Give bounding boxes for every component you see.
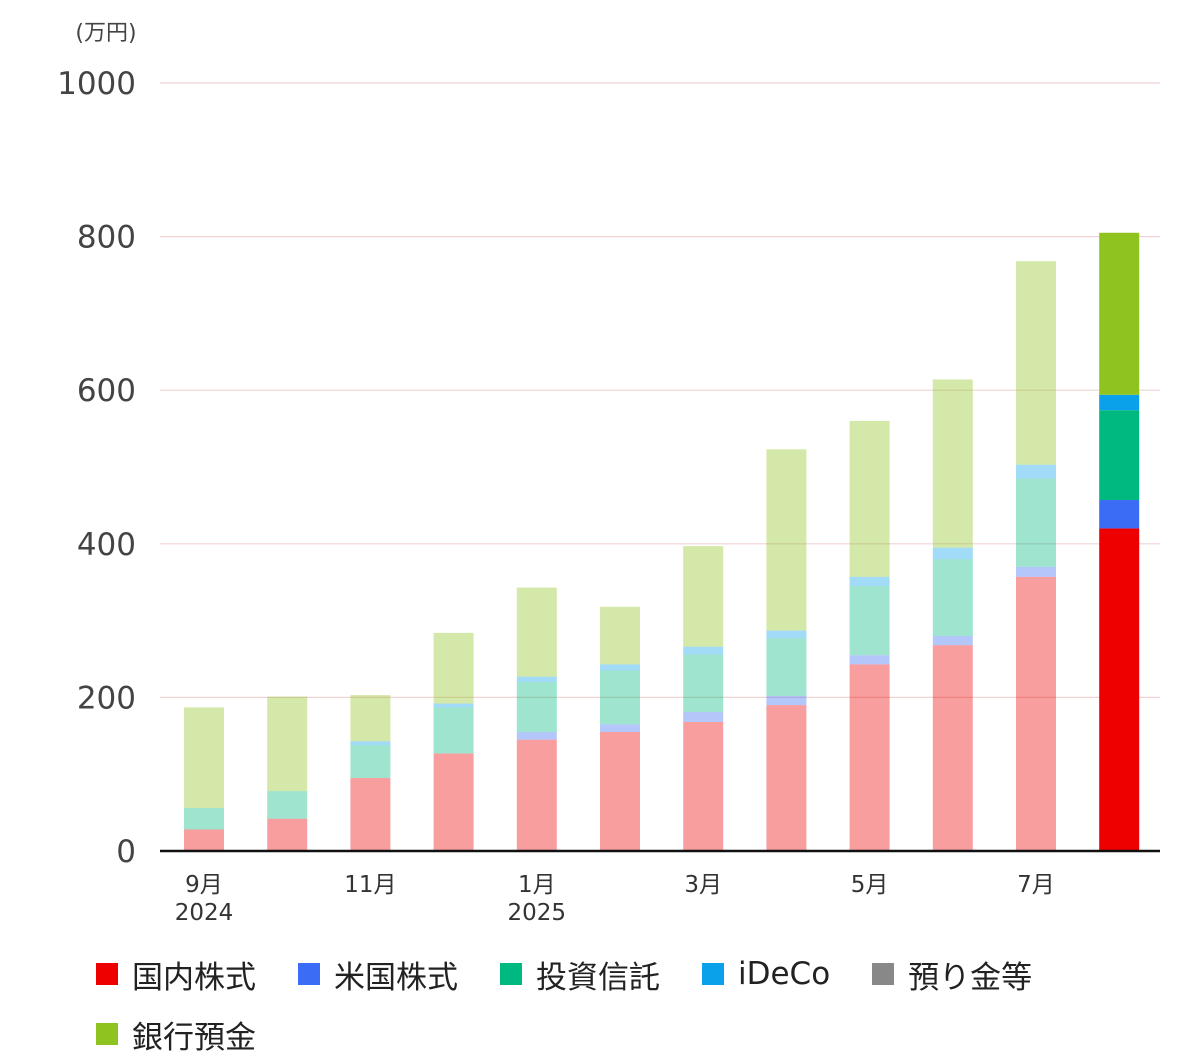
bar-segment-5-2	[350, 695, 391, 742]
x-tick-label: 1月	[518, 872, 556, 898]
y-tick-label: 600	[77, 373, 136, 409]
bar-segment-2-8	[849, 586, 890, 656]
bar-segment-1-10	[1016, 566, 1056, 577]
bar-segment-5-5	[600, 606, 640, 665]
y-tick-label: 200	[77, 680, 136, 716]
bar-segment-2-1	[267, 791, 308, 819]
legend-swatch	[872, 963, 895, 985]
y-tick-label: 800	[77, 220, 136, 256]
legend-swatch	[500, 963, 522, 985]
bar-segment-5-6	[683, 546, 724, 647]
y-axis-ticks: 0 200 400 600 800 1000	[57, 66, 136, 870]
bar-segment-0-6	[683, 721, 724, 851]
bar-segment-0-3	[433, 753, 474, 851]
bar-segment-1-8	[849, 655, 890, 665]
bar-segment-2-2	[350, 745, 391, 779]
bar-segment-2-11	[1099, 410, 1140, 501]
bar-segment-5-1	[267, 696, 308, 792]
bar-segment-5-4	[516, 587, 557, 677]
bar-segment-0-11	[1099, 528, 1140, 851]
bar-segment-5-0	[184, 707, 224, 808]
legend-swatch	[96, 963, 118, 985]
bars	[184, 232, 1140, 851]
bar-segment-3-2	[350, 741, 391, 746]
legend-item: 預り金等	[872, 952, 1032, 996]
bar-segment-5-9	[932, 379, 973, 548]
bar-segment-0-2	[350, 778, 391, 851]
legend-item: 国内株式	[96, 952, 256, 996]
bar-segment-2-3	[433, 707, 474, 754]
bar-segment-3-6	[683, 646, 724, 655]
gridlines	[160, 82, 1160, 699]
y-axis-unit-label: (万円)	[75, 21, 136, 46]
bar-segment-5-7	[766, 449, 807, 631]
legend-swatch	[96, 1023, 118, 1045]
x-tick-label: 3月	[684, 872, 722, 898]
bar-segment-0-0	[184, 829, 224, 851]
y-tick-label: 1000	[57, 66, 136, 102]
bar-segment-2-5	[600, 670, 640, 725]
legend: 国内株式 米国株式 投資信託 iDeCo 預り金等銀行預金	[96, 952, 1176, 1056]
bar-segment-5-3	[433, 632, 474, 704]
bar-segment-3-9	[932, 547, 973, 560]
bar-segment-2-0	[184, 807, 224, 830]
bar-segment-0-10	[1016, 576, 1056, 851]
legend-label: iDeCo	[738, 956, 831, 992]
bar-segment-2-6	[683, 654, 724, 712]
legend-item: 投資信託	[500, 952, 660, 996]
x-tick-label: 11月	[344, 872, 396, 898]
bar-segment-1-11	[1099, 500, 1140, 529]
x-tick-label: 5月	[851, 872, 889, 898]
bar-segment-3-8	[849, 576, 890, 587]
bar-segment-0-8	[849, 664, 890, 851]
y-tick-label: 0	[116, 834, 136, 870]
y-tick-label: 400	[77, 527, 136, 563]
legend-label: 銀行預金	[132, 1019, 256, 1056]
bar-segment-3-11	[1099, 394, 1140, 411]
bar-segment-1-7	[766, 695, 807, 706]
bar-segment-5-10	[1016, 261, 1056, 465]
bar-segment-3-7	[766, 630, 807, 639]
legend-swatch	[298, 963, 320, 985]
bar-segment-0-7	[766, 705, 807, 851]
legend-swatch	[702, 963, 724, 985]
x-tick-label: 7月	[1017, 872, 1055, 898]
bar-segment-1-6	[683, 711, 724, 722]
bar-segment-3-5	[600, 664, 640, 671]
bar-segment-2-7	[766, 638, 807, 696]
bar-segment-5-11	[1099, 232, 1140, 395]
bar-segment-3-4	[516, 676, 557, 683]
bar-segment-3-10	[1016, 464, 1056, 479]
bar-segment-0-1	[267, 818, 308, 851]
legend-item: 銀行預金	[96, 1012, 256, 1056]
legend-item: 米国株式	[298, 952, 458, 996]
bar-segment-1-4	[516, 731, 557, 740]
bar-segment-5-8	[849, 420, 890, 577]
legend-label: 米国株式	[334, 959, 458, 996]
bar-segment-0-4	[516, 739, 557, 851]
x-tick-label: 2025	[508, 900, 567, 926]
bar-segment-0-5	[600, 731, 640, 851]
x-tick-label: 9月	[185, 872, 223, 898]
bar-segment-1-9	[932, 635, 973, 646]
bar-segment-1-5	[600, 724, 640, 732]
bar-segment-0-9	[932, 645, 973, 851]
legend-label: 国内株式	[132, 959, 256, 996]
legend-label: 預り金等	[908, 959, 1033, 996]
x-tick-label: 2024	[175, 900, 234, 926]
bar-segment-2-9	[932, 559, 973, 636]
bar-segment-3-3	[433, 703, 474, 708]
legend-label: 投資信託	[536, 959, 660, 996]
legend-item: iDeCo	[702, 952, 830, 996]
bar-segment-2-4	[516, 682, 557, 732]
bar-segment-2-10	[1016, 478, 1056, 567]
